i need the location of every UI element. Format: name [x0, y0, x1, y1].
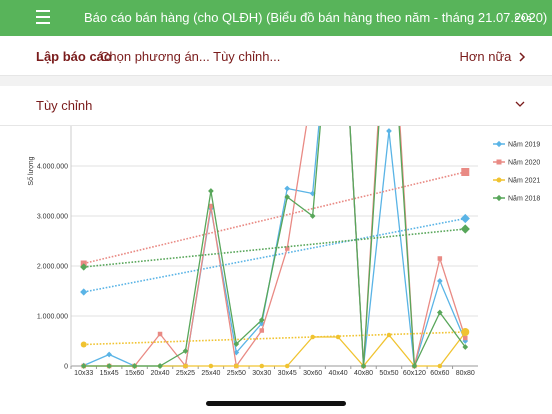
data-point-n-m-2019	[106, 351, 113, 358]
data-point-n-m-2021	[335, 334, 341, 340]
data-point-n-m-2018	[436, 309, 443, 316]
data-point-n-m-2021	[284, 363, 290, 369]
x-tick-label: 30x45	[278, 370, 297, 377]
data-point-n-m-2018	[309, 213, 316, 219]
chart-area: 0 1.000.000 2.000.000 3.000.000 4.000.000 Số …	[0, 126, 552, 414]
series-line-n-m-2021	[83, 332, 466, 368]
x-tick-label: 80x80	[456, 370, 475, 377]
legend-label-n-m-2021: Năm 2021	[508, 178, 540, 185]
custom-section-toggle[interactable]: Tùy chỉnh	[0, 86, 552, 126]
data-point-n-m-2019	[284, 185, 291, 192]
y-tick-label: 4.000.000	[37, 164, 68, 171]
series-line-n-m-2020	[83, 126, 466, 368]
data-point-n-m-2018	[360, 363, 367, 369]
data-point-n-m-2020	[463, 335, 468, 341]
data-point-n-m-2021	[183, 363, 188, 369]
legend-swatch-marker-n-m-2020	[496, 159, 502, 165]
legend-label-n-m-2019: Năm 2019	[508, 142, 540, 149]
trend-end-marker-n-m-2020	[461, 168, 470, 176]
y-tick-label: 1.000.000	[37, 314, 68, 321]
trendline-n-m-2019	[83, 217, 466, 293]
data-point-n-m-2019	[436, 278, 443, 284]
data-point-n-m-2021	[437, 363, 443, 369]
trend-end-marker-n-m-2019	[80, 288, 88, 296]
x-tick-label: 30x30	[252, 370, 271, 377]
x-tick-label: 50x50	[379, 370, 398, 377]
data-point-n-m-2018	[284, 194, 291, 200]
more-dots-icon[interactable]	[515, 16, 533, 20]
x-tick-label: 25x25	[176, 370, 195, 377]
data-point-n-m-2018	[258, 317, 265, 323]
y-tick-label: 2.000.000	[37, 264, 68, 271]
data-point-n-m-2020	[437, 256, 443, 261]
x-tick-label: 25x40	[201, 370, 220, 377]
trend-end-marker-n-m-2021	[461, 328, 470, 336]
data-point-n-m-2018	[233, 341, 240, 347]
data-point-n-m-2018	[411, 363, 418, 369]
x-tick-label: 25x50	[227, 370, 246, 377]
custom-section-label: Tùy chỉnh	[36, 98, 93, 113]
data-point-n-m-2020	[284, 246, 290, 251]
data-point-n-m-2021	[386, 332, 392, 338]
legend-swatch-marker-n-m-2021	[496, 177, 502, 183]
trend-end-marker-n-m-2018	[80, 263, 88, 271]
x-tick-label: 15x45	[100, 370, 119, 377]
trend-end-marker-n-m-2021	[80, 341, 87, 348]
legend-label-n-m-2020: Năm 2020	[508, 160, 540, 167]
trend-end-marker-n-m-2018	[460, 224, 470, 234]
x-tick-label: 10x33	[74, 370, 93, 377]
more-button[interactable]: Hơn nữa	[459, 49, 526, 64]
report-toolbar: Lập báo cáo Chọn phương án... Tùy chỉnh.…	[0, 36, 552, 76]
legend-swatch-marker-n-m-2018	[495, 194, 503, 202]
data-point-n-m-2019	[386, 128, 392, 134]
data-point-n-m-2020	[157, 331, 163, 337]
data-point-n-m-2020	[259, 328, 265, 333]
more-button-label: Hơn nữa	[459, 49, 512, 64]
data-point-n-m-2018	[208, 188, 214, 194]
hamburger-menu-icon[interactable]	[36, 10, 50, 24]
trendline-n-m-2020	[83, 171, 466, 265]
report-label: Lập báo cáo	[36, 49, 112, 64]
legend-swatch-marker-n-m-2019	[495, 140, 503, 148]
x-tick-label: 20x40	[150, 370, 169, 377]
x-tick-label: 30x60	[303, 370, 322, 377]
x-tick-label: 40x80	[354, 370, 373, 377]
sales-line-chart: 0 1.000.000 2.000.000 3.000.000 4.000.000Số …	[26, 126, 540, 377]
data-point-n-m-2021	[234, 363, 239, 369]
app-header: Báo cáo bán hàng (cho QLĐH) (Biểu đồ bán…	[0, 0, 552, 36]
x-tick-label: 15x60	[125, 370, 144, 377]
home-indicator	[206, 401, 346, 406]
trend-end-marker-n-m-2019	[460, 213, 470, 224]
report-options-link[interactable]: Chọn phương án... Tùy chỉnh...	[100, 49, 281, 64]
series-line-n-m-2019	[83, 126, 466, 367]
data-point-n-m-2018	[106, 363, 113, 369]
data-point-n-m-2020	[208, 203, 214, 209]
data-point-n-m-2018	[462, 344, 469, 350]
legend-label-n-m-2018: Năm 2018	[508, 196, 540, 203]
plot-series-group	[80, 126, 470, 369]
chevron-down-icon	[515, 101, 525, 107]
x-tick-label: 60x60	[430, 370, 449, 377]
x-tick-label: 40x40	[329, 370, 348, 377]
data-point-n-m-2018	[182, 348, 189, 354]
data-point-n-m-2018	[80, 363, 87, 369]
trendline-n-m-2021	[83, 331, 466, 346]
section-divider	[0, 76, 552, 86]
x-tick-label: 60x120	[403, 370, 426, 377]
data-point-n-m-2021	[208, 363, 214, 369]
y-tick-label: 3.000.000	[37, 214, 68, 221]
page-title: Báo cáo bán hàng (cho QLĐH) (Biểu đồ bán…	[84, 10, 548, 25]
chevron-right-icon	[519, 52, 526, 62]
data-point-n-m-2018	[131, 363, 138, 369]
data-point-n-m-2018	[157, 363, 163, 369]
y-tick-label: 0	[64, 364, 68, 371]
y-axis-title: Số lượng	[26, 156, 35, 185]
data-point-n-m-2021	[259, 363, 265, 369]
data-point-n-m-2021	[310, 334, 315, 340]
series-line-n-m-2018	[83, 126, 466, 369]
